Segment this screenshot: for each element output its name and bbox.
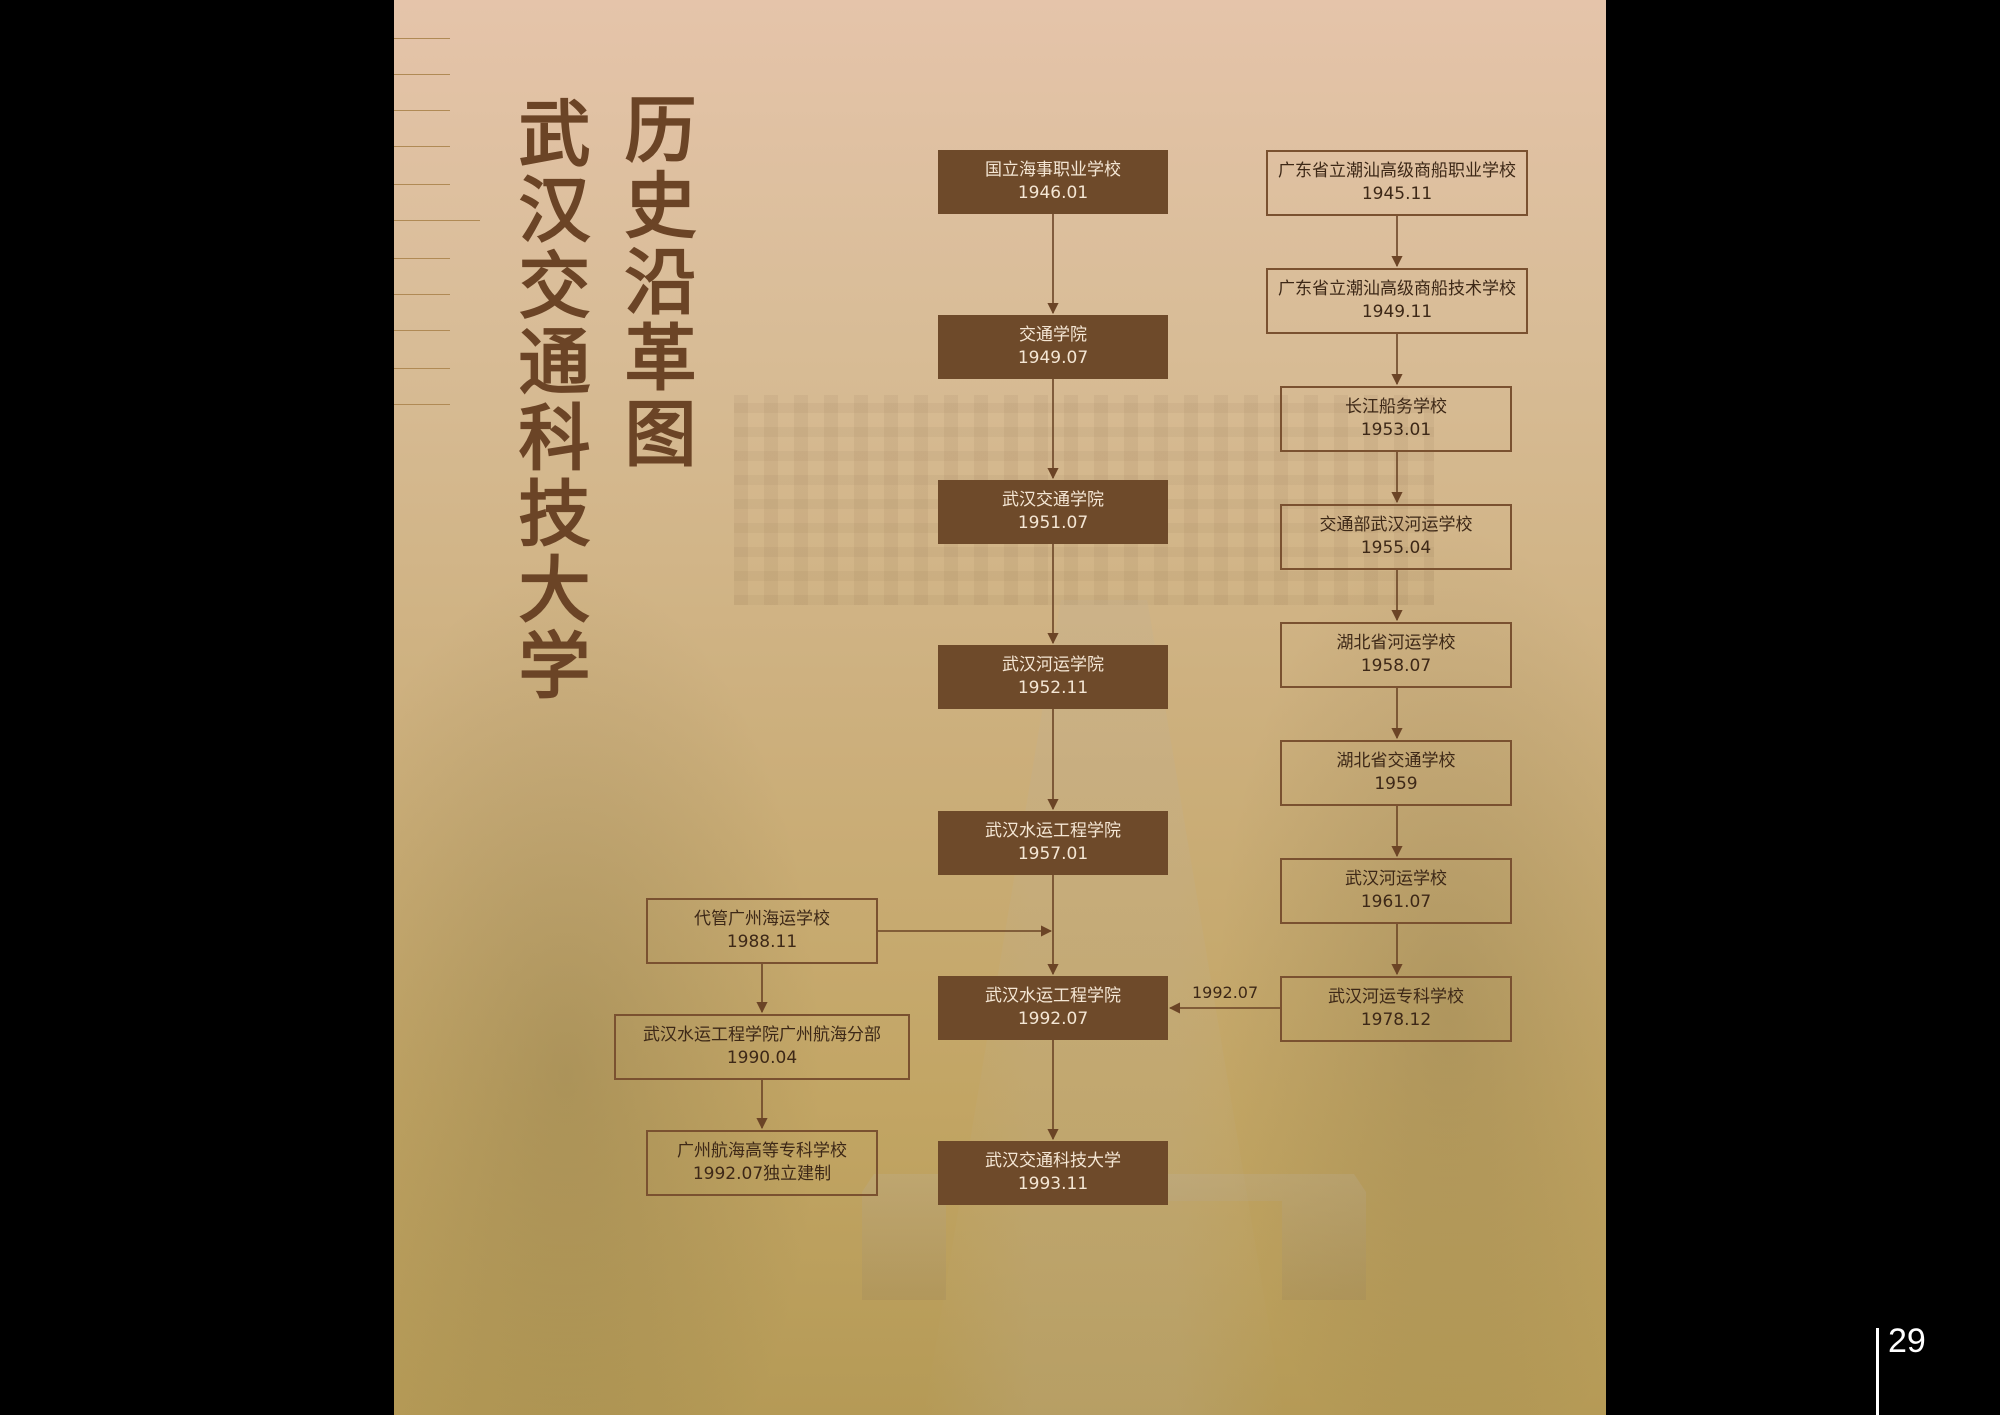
node-name: 广东省立潮汕高级商船技术学校 bbox=[1278, 279, 1516, 299]
node-date: 1992.07独立建制 bbox=[692, 1164, 832, 1184]
node-date: 1978.12 bbox=[1360, 1010, 1432, 1030]
university-title: 武汉交通科技大学 bbox=[506, 96, 590, 704]
node-name: 湖北省交通学校 bbox=[1336, 751, 1456, 771]
decorative-line bbox=[394, 146, 450, 147]
decorative-line bbox=[394, 404, 450, 405]
main-node-1: 国立海事职业学校 1946.01 bbox=[938, 150, 1168, 214]
decorative-line bbox=[394, 38, 450, 39]
decorative-line bbox=[394, 184, 450, 185]
right-node-5: 湖北省河运学校 1958.07 bbox=[1280, 622, 1512, 688]
node-date: 1949.11 bbox=[1361, 302, 1433, 322]
node-name: 长江船务学校 bbox=[1345, 397, 1447, 417]
node-date: 1955.04 bbox=[1360, 538, 1432, 558]
main-node-3: 武汉交通学院 1951.07 bbox=[938, 480, 1168, 544]
chart-title: 历史沿革图 bbox=[612, 92, 696, 472]
node-date: 1957.01 bbox=[1017, 844, 1089, 864]
node-name: 武汉河运学院 bbox=[1002, 655, 1104, 675]
node-date: 1961.07 bbox=[1360, 892, 1432, 912]
node-date: 1945.11 bbox=[1361, 184, 1433, 204]
right-node-8: 武汉河运专科学校 1978.12 bbox=[1280, 976, 1512, 1042]
main-node-6: 武汉水运工程学院 1992.07 bbox=[938, 976, 1168, 1040]
node-date: 1993.11 bbox=[1017, 1174, 1089, 1194]
node-name: 武汉河运学校 bbox=[1345, 869, 1447, 889]
node-name: 国立海事职业学校 bbox=[985, 160, 1121, 180]
node-date: 1990.04 bbox=[726, 1048, 798, 1068]
right-node-3: 长江船务学校 1953.01 bbox=[1280, 386, 1512, 452]
node-name: 广州航海高等专科学校 bbox=[677, 1141, 847, 1161]
decorative-line bbox=[394, 74, 450, 75]
node-date: 1952.11 bbox=[1017, 678, 1089, 698]
decorative-line bbox=[394, 258, 450, 259]
node-date: 1988.11 bbox=[726, 932, 798, 952]
decorative-line bbox=[394, 110, 450, 111]
node-name: 交通部武汉河运学校 bbox=[1319, 515, 1473, 535]
connector-arrows bbox=[756, 214, 1403, 1141]
node-name: 武汉水运工程学院 bbox=[985, 986, 1121, 1006]
right-node-1: 广东省立潮汕高级商船职业学校 1945.11 bbox=[1266, 150, 1528, 216]
main-node-4: 武汉河运学院 1952.11 bbox=[938, 645, 1168, 709]
left-node-2: 武汉水运工程学院广州航海分部 1990.04 bbox=[614, 1014, 910, 1080]
node-name: 湖北省河运学校 bbox=[1336, 633, 1456, 653]
node-date: 1958.07 bbox=[1360, 656, 1432, 676]
node-name: 武汉交通学院 bbox=[1002, 490, 1104, 510]
node-name: 广东省立潮汕高级商船职业学校 bbox=[1278, 161, 1516, 181]
node-date: 1949.07 bbox=[1017, 348, 1089, 368]
decorative-line bbox=[394, 368, 450, 369]
decorative-line bbox=[394, 294, 450, 295]
left-node-1: 代管广州海运学校 1988.11 bbox=[646, 898, 878, 964]
page-number: 29 bbox=[1888, 1322, 1926, 1360]
decorative-line bbox=[394, 220, 480, 221]
node-name: 武汉水运工程学院 bbox=[985, 821, 1121, 841]
node-name: 武汉河运专科学校 bbox=[1328, 987, 1464, 1007]
node-date: 1953.01 bbox=[1360, 420, 1432, 440]
right-node-2: 广东省立潮汕高级商船技术学校 1949.11 bbox=[1266, 268, 1528, 334]
main-node-5: 武汉水运工程学院 1957.01 bbox=[938, 811, 1168, 875]
node-name: 武汉水运工程学院广州航海分部 bbox=[643, 1025, 881, 1045]
history-page: 武汉交通科技大学 历史沿革图 国立海事职业学校 1946.01 交通学院 194… bbox=[394, 0, 1606, 1415]
node-date: 1951.07 bbox=[1017, 513, 1089, 533]
main-node-2: 交通学院 1949.07 bbox=[938, 315, 1168, 379]
main-node-7: 武汉交通科技大学 1993.11 bbox=[938, 1141, 1168, 1205]
node-date: 1946.01 bbox=[1017, 183, 1089, 203]
right-node-7: 武汉河运学校 1961.07 bbox=[1280, 858, 1512, 924]
node-name: 武汉交通科技大学 bbox=[985, 1151, 1121, 1171]
decorative-line bbox=[394, 330, 450, 331]
right-node-6: 湖北省交通学校 1959 bbox=[1280, 740, 1512, 806]
merge-date-label: 1992.07 bbox=[1192, 983, 1259, 1002]
node-date: 1992.07 bbox=[1017, 1009, 1089, 1029]
page-number-divider bbox=[1876, 1328, 1879, 1415]
left-node-3: 广州航海高等专科学校 1992.07独立建制 bbox=[646, 1130, 878, 1196]
node-name: 交通学院 bbox=[1019, 325, 1087, 345]
node-date: 1959 bbox=[1374, 774, 1418, 794]
node-name: 代管广州海运学校 bbox=[694, 909, 830, 929]
right-node-4: 交通部武汉河运学校 1955.04 bbox=[1280, 504, 1512, 570]
